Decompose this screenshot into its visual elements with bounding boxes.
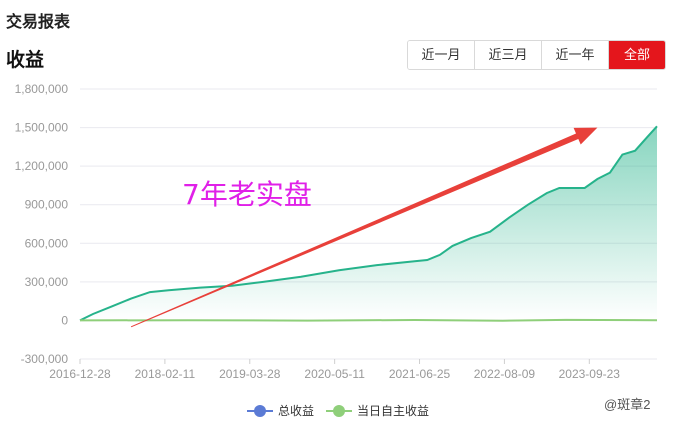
- date-range-tabs: 近一月 近三月 近一年 全部: [407, 40, 666, 70]
- legend-item-daily[interactable]: 当日自主收益: [326, 402, 429, 419]
- annotation-arrow: [130, 127, 598, 328]
- y-tick-label: 0: [61, 313, 68, 327]
- annotation-layer: 7年老实盘: [130, 127, 598, 328]
- x-tick-label: 2023-09-23: [559, 367, 621, 381]
- watermark: @斑章2: [604, 397, 651, 412]
- tab-last-year[interactable]: 近一年: [542, 41, 609, 69]
- daily-profit-line: [79, 318, 658, 322]
- tab-last-three-months[interactable]: 近三月: [475, 41, 542, 69]
- total-profit-area: [80, 126, 657, 321]
- x-tick-label: 2020-05-11: [304, 367, 365, 381]
- legend-label-daily: 当日自主收益: [357, 404, 430, 418]
- tab-last-month[interactable]: 近一月: [408, 41, 475, 69]
- series-layer: [79, 125, 658, 322]
- y-tick-label: 1,800,000: [15, 82, 69, 96]
- chart-legend: 总收益 当日自主收益: [0, 402, 687, 420]
- x-tick-label: 2016-12-28: [49, 367, 111, 381]
- y-tick-label: 1,500,000: [15, 121, 69, 135]
- y-tick-label: 300,000: [25, 275, 69, 289]
- profit-line-chart: -300,000 0 300,000 600,000 900,000 1,200,000 1…: [15, 82, 658, 381]
- legend-item-total[interactable]: 总收益: [247, 402, 314, 419]
- legend-daily-icon: [326, 404, 352, 417]
- x-tick-label: 2018-02-11: [135, 367, 196, 381]
- tab-all[interactable]: 全部: [609, 41, 665, 69]
- y-tick-label: 1,200,000: [15, 159, 69, 173]
- chart-title: 收益: [6, 50, 45, 71]
- annotation-text: 7年老实盘: [182, 178, 312, 211]
- x-tick-label: 2019-03-28: [219, 367, 281, 381]
- report-title: 交易报表: [6, 14, 71, 31]
- x-tick-label: 2021-06-25: [389, 367, 451, 381]
- y-tick-label: -300,000: [21, 352, 69, 366]
- y-tick-label: 600,000: [25, 236, 69, 250]
- legend-total-icon: [247, 404, 273, 417]
- x-tick-label: 2022-08-09: [474, 367, 536, 381]
- x-axis: 2016-12-28 2018-02-11 2019-03-28 2020-05-11…: [49, 359, 620, 381]
- legend-label-total: 总收益: [278, 404, 315, 418]
- y-axis: -300,000 0 300,000 600,000 900,000 1,200,000 1…: [15, 82, 69, 366]
- total-profit-line: [79, 125, 658, 322]
- y-tick-label: 900,000: [25, 198, 69, 212]
